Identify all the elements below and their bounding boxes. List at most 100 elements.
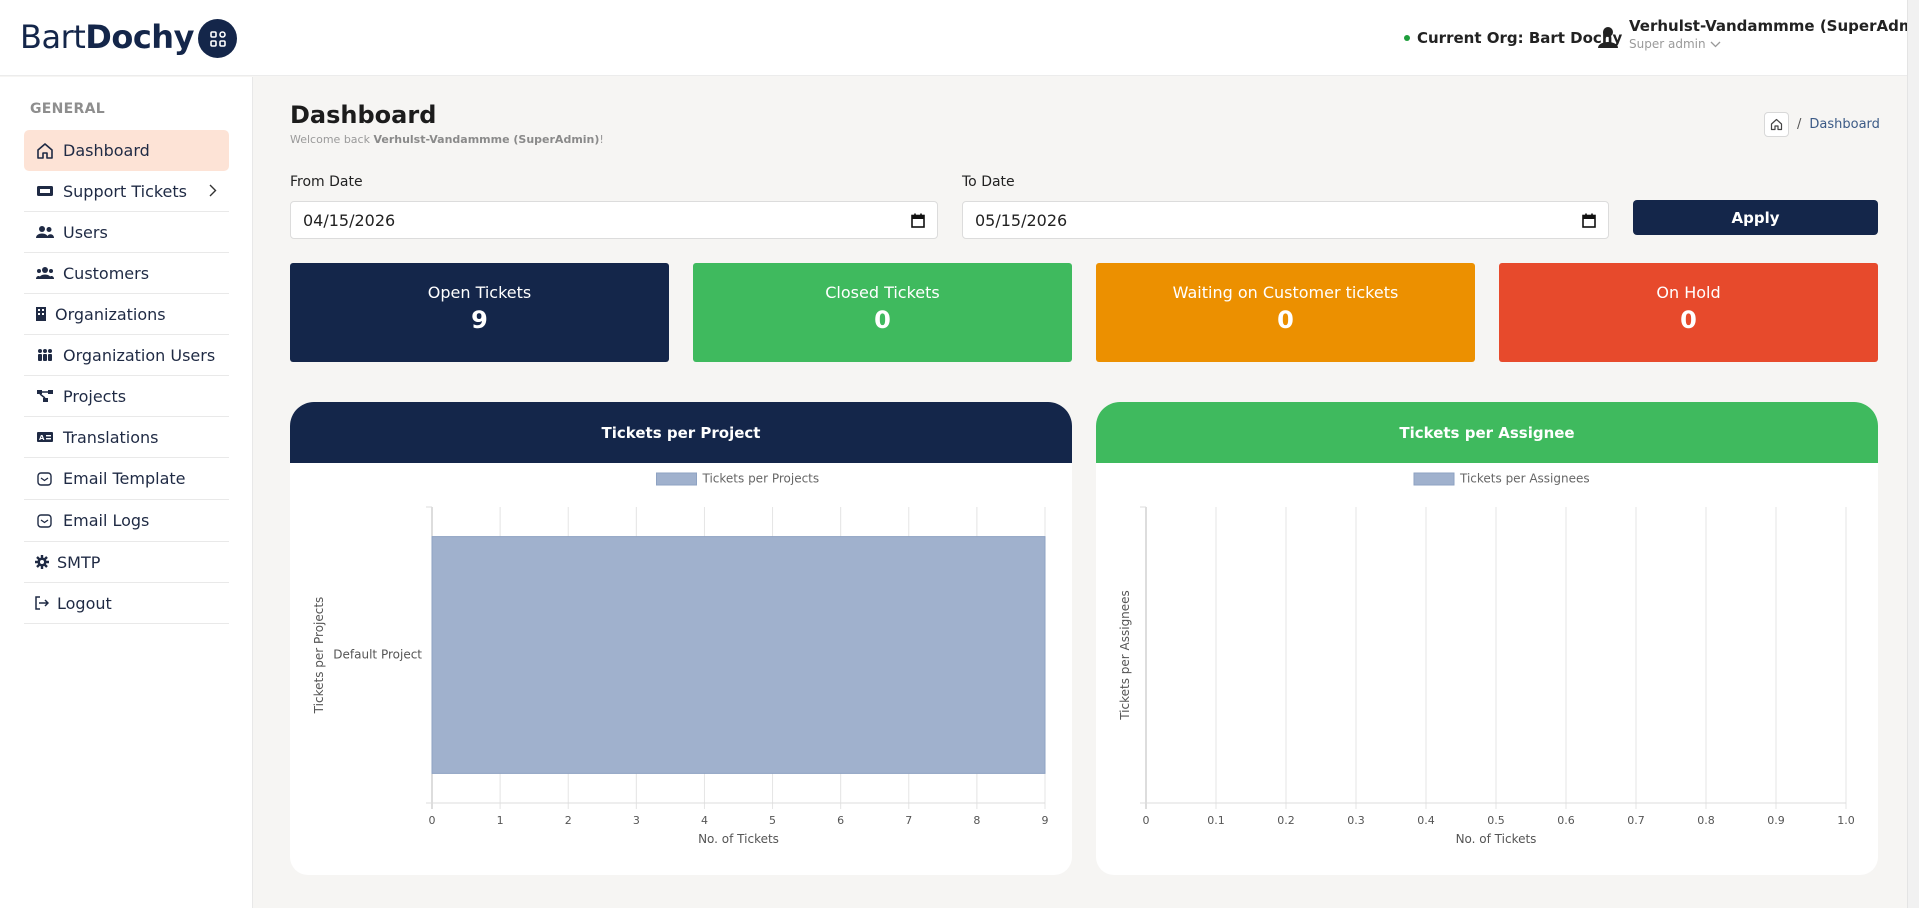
sidebar-item-label: Email Logs [63, 511, 150, 530]
x-tick-label: 0 [1143, 814, 1150, 827]
sitemap-icon [35, 387, 55, 405]
sidebar-item-translations[interactable]: A Translations [24, 417, 229, 458]
stat-title: On Hold [1656, 283, 1721, 302]
customers-icon [35, 264, 55, 282]
legend-label: Tickets per Assignees [1459, 472, 1590, 486]
email-icon [35, 512, 55, 530]
user-name[interactable]: Verhulst-Vandammme (SuperAdmin) [1629, 17, 1919, 35]
calendar-icon[interactable] [1582, 213, 1596, 228]
breadcrumb-separator: / [1797, 117, 1802, 132]
apply-button[interactable]: Apply [1633, 200, 1878, 235]
user-icon [1598, 27, 1618, 48]
stat-value: 9 [471, 306, 488, 334]
sidebar-item-organizations[interactable]: Organizations [24, 294, 229, 335]
x-tick-label: 3 [633, 814, 640, 827]
stat-title: Closed Tickets [825, 283, 940, 302]
x-tick-label: 1.0 [1837, 814, 1855, 827]
sidebar-item-label: SMTP [57, 552, 101, 572]
sidebar-item-organization-users[interactable]: Organization Users [24, 335, 229, 376]
to-date-label: To Date [962, 174, 1015, 190]
x-tick-label: 0.7 [1627, 814, 1645, 827]
brand-logo[interactable]: BartDochy [20, 18, 194, 56]
x-tick-label: 0.8 [1697, 814, 1715, 827]
building-icon [35, 305, 47, 323]
stat-card-open-tickets[interactable]: Open Tickets 9 [290, 263, 669, 362]
from-date-input[interactable]: 04/15/2026 [290, 201, 938, 239]
sidebar-item-label: Organization Users [63, 345, 216, 365]
stat-card-on-hold[interactable]: On Hold 0 [1499, 263, 1878, 362]
top-header: BartDochy Current Org: Bart Dochy Verhul… [0, 0, 1919, 76]
sidebar-item-smtp[interactable]: SMTP [24, 542, 229, 583]
sidebar-item-logout[interactable]: Logout [24, 583, 229, 624]
apps-menu-button[interactable] [198, 19, 237, 58]
breadcrumb-home-button[interactable] [1764, 112, 1789, 137]
x-tick-label: 0.2 [1277, 814, 1295, 827]
stat-title: Open Tickets [427, 283, 532, 302]
sidebar-item-label: Projects [63, 386, 127, 406]
x-tick-label: 2 [565, 814, 572, 827]
x-tick-label: 8 [973, 814, 980, 827]
to-date-input[interactable]: 05/15/2026 [962, 201, 1609, 239]
x-axis-title: No. of Tickets [698, 832, 779, 846]
tickets-per-assignee-panel: Tickets per Assignee Tickets per Assigne… [1096, 402, 1878, 875]
sidebar-item-label: Email Template [63, 469, 186, 488]
stat-card-closed-tickets[interactable]: Closed Tickets 0 [693, 263, 1072, 362]
tickets-per-assignee-chart: Tickets per Assignees 0 0.1 0.2 0.3 0.4 0.5 0.6… [1118, 472, 1855, 847]
home-icon [1770, 118, 1783, 131]
people-group-icon [35, 346, 55, 364]
legend-label: Tickets per Projects [702, 472, 820, 486]
gear-icon [35, 553, 49, 571]
stat-value: 0 [1277, 306, 1294, 334]
y-axis-title: Tickets per Projects [312, 597, 326, 715]
x-tick-label: 0.3 [1347, 814, 1365, 827]
email-icon [35, 470, 55, 488]
sidebar-item-customers[interactable]: Customers [24, 253, 229, 294]
sidebar-section-label: GENERAL [30, 101, 105, 117]
stat-title: Waiting on Customer tickets [1172, 283, 1399, 302]
sidebar-item-label: Logout [57, 593, 112, 613]
breadcrumb: / Dashboard [1764, 112, 1880, 137]
current-org: Current Org: Bart Dochy [1404, 29, 1622, 47]
page-scrollbar[interactable] [1907, 0, 1919, 908]
sidebar-item-dashboard[interactable]: Dashboard [24, 130, 229, 171]
logout-icon [35, 594, 49, 612]
sidebar-item-support-tickets[interactable]: Support Tickets [24, 171, 229, 212]
chevron-right-icon [209, 184, 217, 197]
welcome-text: Welcome back Verhulst-Vandammme (SuperAd… [290, 133, 604, 146]
y-tick-label: Default Project [333, 648, 422, 662]
sidebar-item-email-template[interactable]: Email Template [24, 458, 229, 500]
sidebar-item-label: Translations [63, 427, 159, 447]
user-role-dropdown[interactable]: Super admin [1629, 37, 1721, 51]
sidebar-item-projects[interactable]: Projects [24, 376, 229, 417]
apps-grid-icon [209, 30, 226, 47]
sidebar: GENERAL Dashboard Support Tickets Users … [0, 77, 253, 908]
sidebar-item-label: Organizations [55, 304, 166, 324]
x-tick-label: 0 [429, 814, 436, 827]
x-tick-label: 0.9 [1767, 814, 1785, 827]
x-tick-label: 4 [701, 814, 708, 827]
stat-card-waiting-on-customer[interactable]: Waiting on Customer tickets 0 [1096, 263, 1475, 362]
from-date-label: From Date [290, 174, 363, 190]
x-tick-label: 1 [497, 814, 504, 827]
tickets-per-project-chart: Tickets per Projects 0 1 2 3 4 5 6 7 8 9 No. of Tic… [312, 472, 1049, 847]
stat-value: 0 [874, 306, 891, 334]
home-icon [35, 142, 55, 160]
tickets-per-project-panel: Tickets per Project Tickets per Projects… [290, 402, 1072, 875]
from-date-value: 04/15/2026 [303, 210, 396, 230]
translate-icon: A [35, 428, 55, 446]
calendar-icon[interactable] [911, 213, 925, 228]
x-tick-label: 9 [1042, 814, 1049, 827]
bar [431, 536, 1046, 774]
breadcrumb-current: Dashboard [1809, 117, 1880, 132]
ticket-icon [35, 182, 55, 200]
x-tick-label: 5 [769, 814, 776, 827]
page-title: Dashboard [290, 101, 437, 129]
svg-text:A: A [39, 434, 45, 442]
sidebar-item-label: Customers [63, 263, 150, 283]
sidebar-item-users[interactable]: Users [24, 212, 229, 253]
x-tick-label: 0.1 [1207, 814, 1225, 827]
sidebar-item-email-logs[interactable]: Email Logs [24, 500, 229, 542]
sidebar-item-label: Dashboard [63, 141, 150, 160]
x-tick-label: 0.4 [1417, 814, 1435, 827]
sidebar-item-label: Support Tickets [63, 181, 188, 201]
